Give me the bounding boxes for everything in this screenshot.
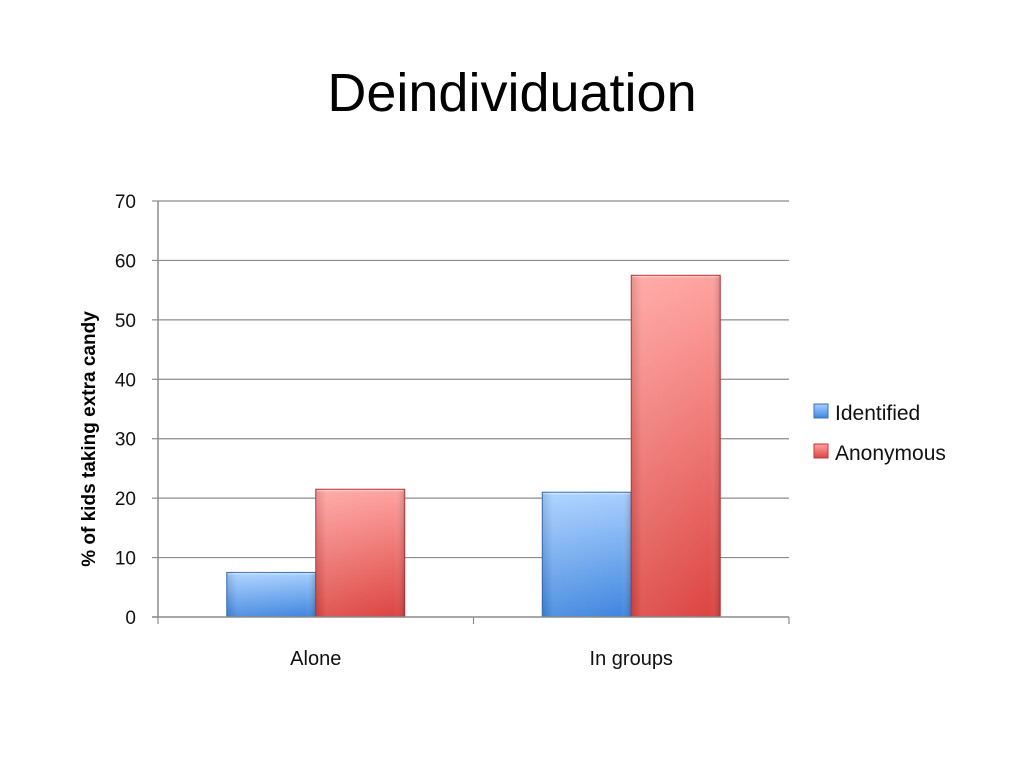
y-tick-label: 70 (115, 192, 136, 213)
bar-shading (315, 489, 405, 617)
x-tick-labels: Alone In groups (290, 648, 673, 670)
legend-swatch-anonymous (813, 443, 829, 459)
gridlines (158, 200, 789, 559)
legend-label-anonymous: Anonymous (835, 442, 946, 465)
legend-label-identified: Identified (835, 402, 920, 425)
y-tick-label: 50 (115, 311, 136, 332)
y-tick-label: 0 (125, 608, 136, 629)
slide-title: Deindividuation (327, 63, 697, 123)
legend-swatch-identified (813, 403, 829, 419)
x-tick-label: In groups (590, 648, 673, 670)
y-tick-label: 30 (115, 430, 136, 451)
bar-shading (631, 275, 721, 617)
y-tick-labels: 0 10 20 30 40 50 60 70 (115, 192, 136, 629)
y-tick-label: 60 (115, 251, 136, 272)
bars (226, 274, 721, 618)
y-tick-label: 40 (115, 370, 136, 391)
axes (152, 200, 790, 624)
bar-shading (542, 492, 632, 617)
y-axis-label: % of kids taking extra candy (79, 311, 100, 567)
y-tick-label: 10 (115, 549, 136, 570)
x-tick-label: Alone (290, 648, 341, 670)
legend: Identified Anonymous (813, 402, 946, 465)
y-tick-label: 20 (115, 489, 136, 510)
bar-shading (226, 572, 316, 617)
